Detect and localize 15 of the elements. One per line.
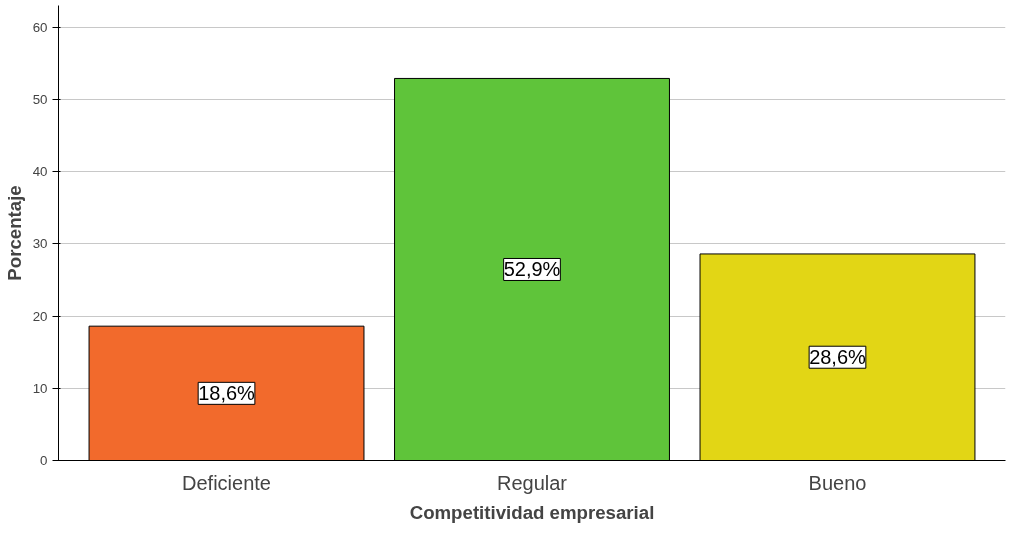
y-tick-label: 30 <box>32 236 48 252</box>
y-tick-label: 40 <box>32 164 48 180</box>
y-tick-label: 20 <box>32 308 48 324</box>
data-label: 28,6% <box>809 346 867 369</box>
y-tick-label: 10 <box>32 380 48 396</box>
data-label: 52,9% <box>503 258 561 281</box>
y-tick-label: 0 <box>40 453 48 468</box>
x-tick-label: Regular <box>496 471 568 494</box>
y-tick-label: 50 <box>32 91 48 107</box>
data-label: 18,6% <box>198 382 256 405</box>
y-tick-label: 60 <box>32 19 48 35</box>
x-tick-label: Bueno <box>808 471 867 494</box>
y-axis-title: Porcentaje <box>3 185 25 281</box>
x-axis-title: Competitividad empresarial <box>409 501 655 523</box>
x-tick-label: Deficiente <box>182 471 271 494</box>
